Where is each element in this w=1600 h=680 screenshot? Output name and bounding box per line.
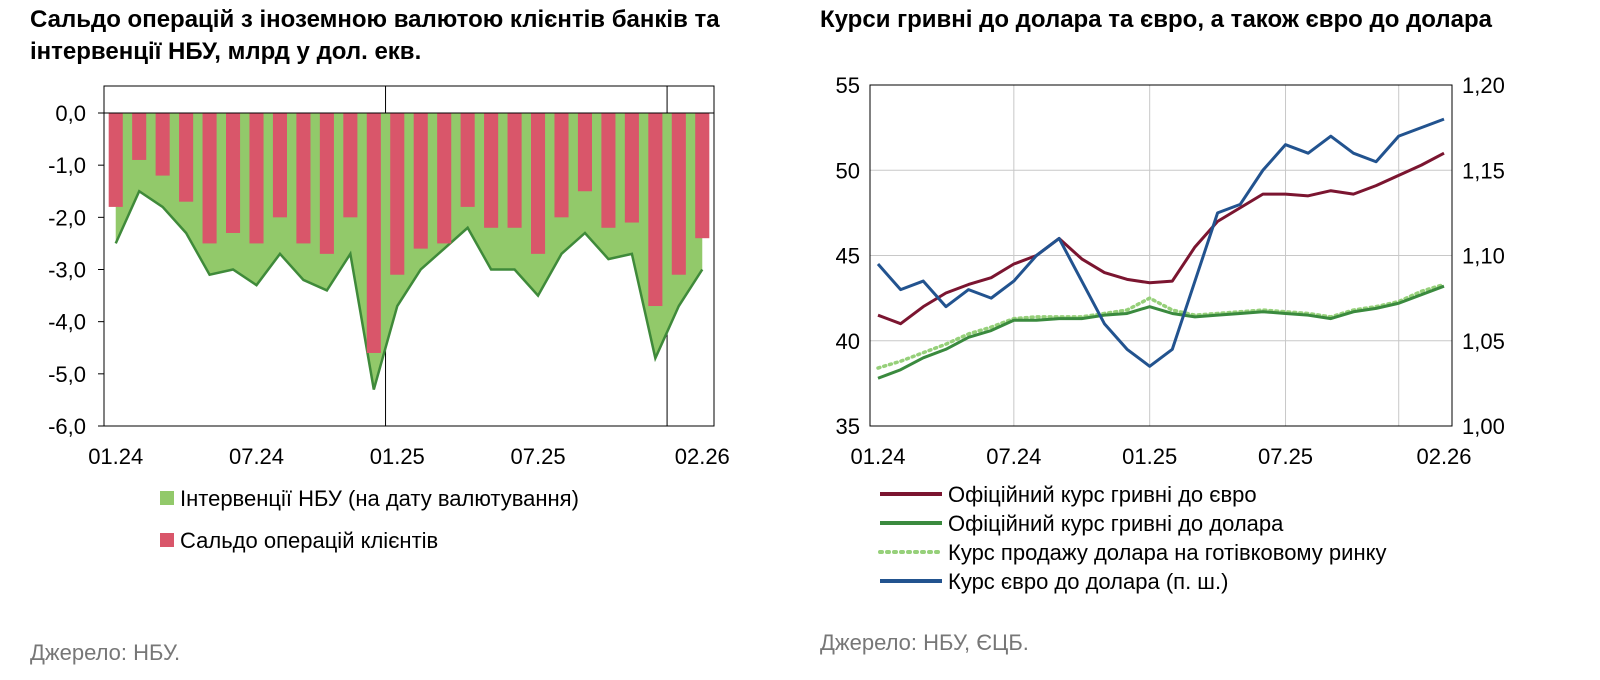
interventions-line [114, 189, 704, 390]
left-x-tick-label: 07.25 [511, 444, 566, 469]
left-y-tick-label: -1,0 [48, 153, 86, 178]
right-legend-label: Офіційний курс гривні до євро [948, 482, 1257, 507]
left-x-tick-label: 07.24 [229, 444, 284, 469]
right-y-left-tick-label: 50 [836, 158, 860, 183]
client-balance-bar [671, 113, 686, 275]
right-legend-label: Курс євро до долара (п. ш.) [948, 569, 1228, 594]
left-source-note: Джерело: НБУ. [30, 640, 181, 665]
client-balance-bar [390, 113, 405, 275]
left-y-tick-label: 0,0 [55, 101, 86, 126]
left-legend-label: Сальдо операцій клієнтів [180, 528, 438, 553]
client-balance-bar [484, 113, 499, 228]
left-y-tick-label: -3,0 [48, 258, 86, 283]
right-y-left-tick-label: 55 [836, 73, 860, 98]
right-y-left-tick-label: 35 [836, 414, 860, 439]
right-legend-label: Офіційний курс гривні до долара [948, 511, 1284, 536]
left-plot-frame [103, 85, 715, 427]
left-legend-swatch [160, 533, 174, 547]
client-balance-bar [249, 113, 264, 244]
right-y-right-tick-label: 1,00 [1462, 414, 1505, 439]
right-chart-panel: Курси гривні до долара та євро, а також … [820, 0, 1600, 680]
right-legend-label: Курс продажу долара на готівковому ринку [948, 540, 1386, 565]
left-y-tick-label: -5,0 [48, 362, 86, 387]
right-x-tick-label: 01.25 [1122, 444, 1177, 469]
uah-eur-line [877, 151, 1445, 326]
client-balance-bar [319, 113, 334, 254]
left-legend-swatch [160, 491, 174, 505]
left-chart-title: Сальдо операцій з іноземною валютою кліє… [30, 6, 720, 65]
client-balance-bar [648, 113, 663, 307]
right-y-right-tick-label: 1,05 [1462, 329, 1505, 354]
right-x-tick-label: 01.24 [850, 444, 905, 469]
right-y-left-tick-label: 45 [836, 244, 860, 269]
client-balance-bar [272, 113, 287, 218]
client-balance-bar [179, 113, 194, 202]
right-y-left-tick-label: 40 [836, 329, 860, 354]
client-balance-bar [202, 113, 217, 244]
client-balance-bar [577, 113, 592, 192]
right-source-note: Джерело: НБУ, ЄЦБ. [820, 630, 1029, 655]
client-balance-bar [155, 113, 170, 176]
left-x-tick-label: 01.25 [370, 444, 425, 469]
right-y-right-tick-label: 1,10 [1462, 244, 1505, 269]
client-balance-bar [507, 113, 522, 228]
client-balance-bar [437, 113, 452, 244]
client-balance-bar [624, 113, 639, 223]
left-chart: 0,0 -1,0 -2,0 -3,0 -4,0 -5,0 -6,001.24 07.24 01.… [48, 85, 730, 553]
left-x-tick-label: 02.26 [675, 444, 730, 469]
client-balance-bar [108, 113, 123, 207]
right-chart: 35 40 45 50 55 1,00 1,05 1,10 1,15 1,20 01.24 07.24… [836, 73, 1505, 594]
right-x-tick-label: 07.25 [1258, 444, 1313, 469]
cash-usd-sell-line [876, 282, 1446, 370]
client-balance-bar [554, 113, 569, 218]
right-x-tick-label: 02.26 [1416, 444, 1471, 469]
left-chart-panel: Сальдо операцій з іноземною валютою кліє… [0, 0, 790, 680]
right-x-tick-label: 07.24 [986, 444, 1041, 469]
client-balance-bar [460, 113, 475, 207]
left-legend-label: Інтервенції НБУ (на дату валютування) [180, 486, 579, 511]
left-y-tick-label: -2,0 [48, 205, 86, 230]
right-y-right-tick-label: 1,20 [1462, 73, 1505, 98]
client-balance-bar [366, 113, 381, 353]
left-y-tick-label: -6,0 [48, 414, 86, 439]
client-balance-bar [132, 113, 147, 160]
client-balance-bar [226, 113, 241, 233]
left-x-tick-label: 01.24 [88, 444, 143, 469]
right-y-right-tick-label: 1,15 [1462, 158, 1505, 183]
right-chart-title: Курси гривні до долара та євро, а також … [820, 6, 1492, 33]
left-y-tick-label: -4,0 [48, 310, 86, 335]
client-balance-bar [296, 113, 311, 244]
client-balance-bar [413, 113, 428, 249]
right-plot-frame [869, 84, 1453, 427]
uah-usd-line [877, 284, 1445, 380]
client-balance-bar [531, 113, 546, 254]
client-balance-bar [601, 113, 616, 228]
client-balance-bar [695, 113, 710, 239]
eur-usd-line [876, 117, 1445, 368]
client-balance-bar [343, 113, 358, 218]
